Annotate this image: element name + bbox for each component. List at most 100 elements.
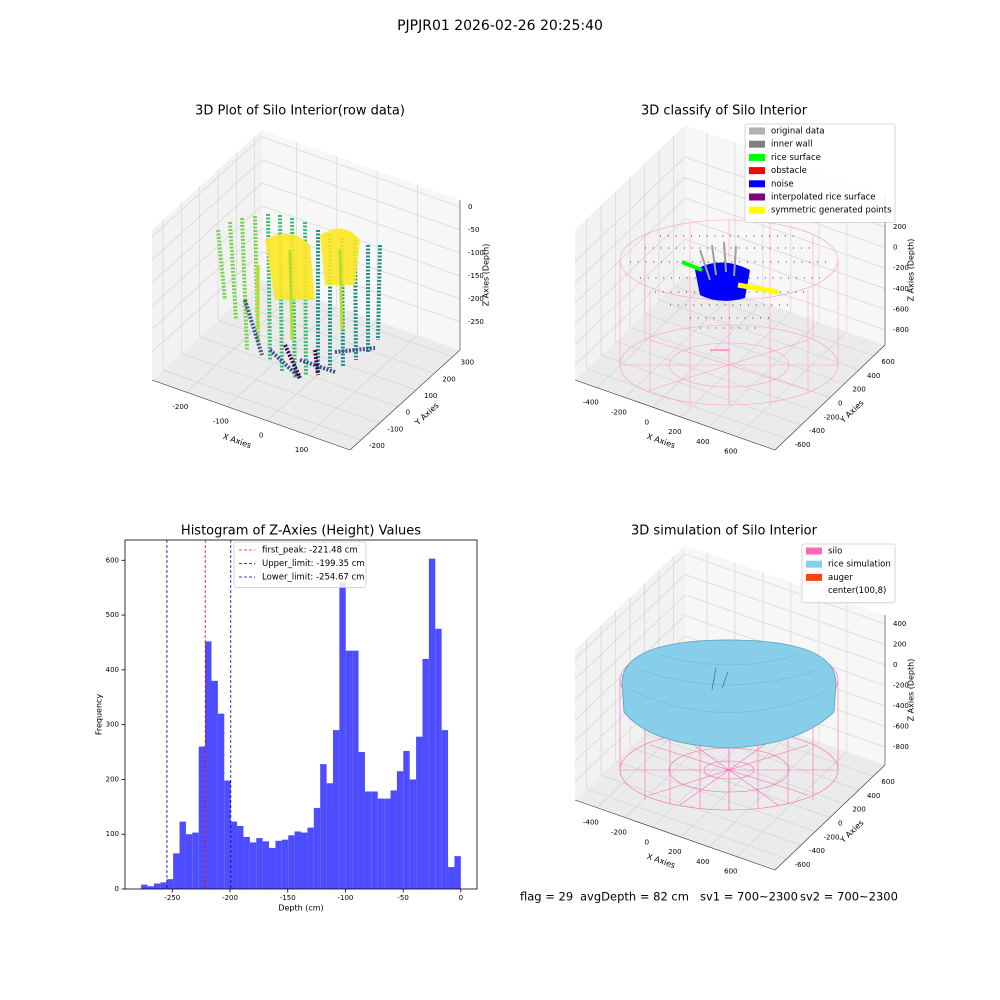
bar [416,736,423,889]
legend-label: Upper_limit: -199.35 cm [262,559,365,569]
tick-label: -200 [824,833,840,841]
axis-label: X Axies [222,432,253,450]
legend-label: auger [828,573,853,583]
bar [160,882,167,889]
grid-line [586,368,787,440]
grid-line [684,197,886,269]
legend-label: rice simulation [828,560,891,570]
bar [198,746,206,889]
legend-box [233,541,367,588]
bar [262,841,270,889]
grid-line [574,594,686,701]
tick-label: 200 [668,848,681,856]
grid-line [629,747,831,818]
bar [384,798,391,889]
bar [224,780,231,889]
legend-swatch [749,167,765,175]
axis-label: Y Axies [413,401,441,428]
tick-label: -200 [172,403,188,411]
bar [294,831,301,889]
bar [403,750,410,889]
legend-label: interpolated rice surface [771,193,876,203]
tick-label: 0 [645,418,649,426]
tick-label: 400 [867,372,880,380]
grid-line [266,320,378,421]
chart-title: 3D classify of Silo Interior [641,104,808,119]
x-tick-label: -100 [337,894,353,902]
grid-line [261,136,461,208]
legend-box [801,543,896,604]
plot-frame [124,539,478,890]
legend-swatch [749,140,765,148]
tick-label: -200 [468,295,484,303]
legend-label: noise [771,179,794,189]
bar [205,641,212,889]
tick-label: 600 [881,358,894,366]
bar [281,839,289,889]
status-text: flag = 29 [520,890,573,904]
legend-label: center(100,8) [828,586,886,596]
bar [288,835,295,889]
status-text: avgDepth = 82 cm [580,890,689,904]
grid-line [684,553,886,625]
y-tick-label: 600 [106,556,119,564]
tick-label: -400 [809,847,825,855]
axes-layer [151,125,886,871]
tick-label: -400 [583,819,599,827]
bar [173,853,180,889]
legend-swatch [749,206,765,214]
tick-label: 100 [295,446,308,454]
tick-label: -250 [468,318,484,326]
cluster-illustration [681,241,779,351]
bar [217,713,225,889]
bar [332,730,340,889]
legend-label: silo [828,547,842,557]
grid-line [307,334,418,436]
grid-line [574,156,686,263]
grid-line [236,303,435,374]
legend-swatch [749,153,765,161]
x-tick-label: 0 [459,894,463,902]
grid-line [600,354,802,426]
legend-label: rice surface [771,153,821,163]
tick-label: 400 [867,792,880,800]
bar [166,879,174,889]
grid-line [684,594,886,666]
y-tick-label: 500 [106,611,119,619]
tick-label: 100 [424,392,437,400]
grid-line [574,574,686,680]
tick-label: -100 [213,417,229,425]
bar [320,764,327,889]
legend-box [744,123,896,223]
bar [371,791,378,889]
tick-label: 0 [259,432,263,440]
y-tick-label: 200 [106,775,119,783]
legend-label: original data [771,127,825,137]
bar [185,834,193,889]
tick-label: -600 [893,722,909,730]
legend-label: Lower_limit: -254.67 cm [262,573,364,583]
tick-label: -200 [893,681,909,689]
tick-label: 0 [645,838,649,846]
y-axis-label: Frequency [95,694,104,736]
tick-label: 600 [881,778,894,786]
tick-label: -400 [893,285,909,293]
axis-label: Z Axies (Depth) [482,244,491,307]
tick-label: -200 [611,408,627,416]
tick-label: -50 [468,226,479,234]
grid-line [574,259,686,366]
bar [441,730,449,889]
bar [396,771,404,889]
bar [243,836,250,889]
tick-label: -800 [893,326,909,334]
bar [153,883,161,889]
rice-surface-illustration [621,639,837,749]
bar [390,790,397,889]
bar [249,842,257,889]
bar [237,825,244,889]
status-text: sv1 = 700~2300 [700,890,798,904]
tick-label: 200 [852,806,865,814]
legend-label: obstacle [771,166,807,176]
axis-line [349,349,461,451]
